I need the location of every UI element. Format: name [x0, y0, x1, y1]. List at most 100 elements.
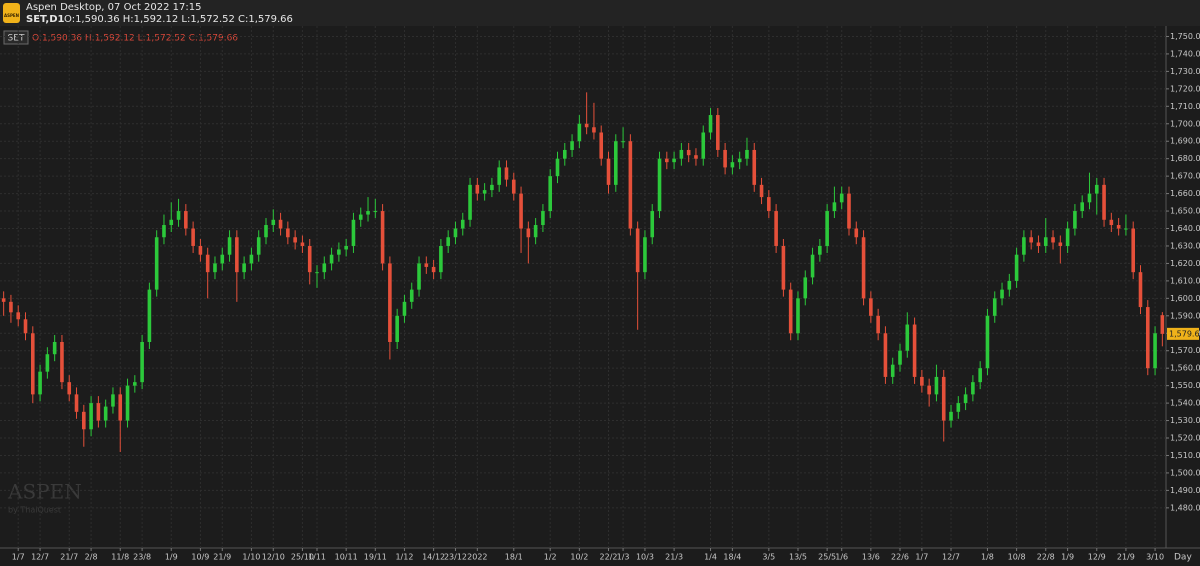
last-price-box — [1167, 327, 1199, 340]
x-tick-label: 1/9 — [165, 553, 178, 562]
candle-body — [300, 242, 305, 246]
x-tick-label: 23/8 — [133, 553, 151, 562]
candle-body — [657, 158, 662, 212]
candle-body — [242, 263, 246, 273]
candle-body — [621, 141, 625, 143]
x-tick-label: 1/10 — [242, 553, 260, 562]
y-tick-label: 1,670.00 — [1170, 172, 1200, 181]
candle-body — [949, 411, 953, 421]
candle-body — [256, 237, 261, 255]
candle-body — [329, 254, 334, 264]
y-tick-label: 1,600.00 — [1170, 294, 1200, 303]
candle-body — [788, 289, 793, 334]
x-tick-label: 1/11 — [308, 553, 326, 562]
candle-body — [1065, 228, 1070, 246]
candle-body — [227, 237, 232, 255]
candle-body — [708, 115, 713, 133]
candle-body — [1022, 237, 1026, 255]
candle-body — [825, 211, 829, 246]
candle-body — [358, 214, 363, 220]
candle-body — [497, 167, 501, 185]
y-tick-label: 1,750.00 — [1170, 32, 1200, 41]
header-ohlc: O:1,590.36 H:1,592.12 L:1,572.52 C:1,579… — [64, 14, 293, 25]
x-tick-label: 13/6 — [862, 553, 880, 562]
x-tick-label: 1/3 — [617, 553, 630, 562]
legend-box[interactable] — [3, 30, 29, 45]
candle-body — [1102, 184, 1106, 220]
candle-body — [388, 263, 392, 342]
candle-body — [890, 364, 895, 377]
candle-body — [409, 289, 414, 302]
app-logo[interactable] — [3, 3, 20, 23]
x-tick-label: 2022 — [467, 553, 487, 562]
candle-body — [606, 158, 611, 185]
x-tick-label: 25/5 — [818, 553, 836, 562]
y-tick-label: 1,610.00 — [1170, 276, 1200, 285]
x-tick-label: 1/7 — [915, 553, 928, 562]
watermark-sub: by ThaiQuest — [8, 506, 61, 515]
candle-body — [162, 225, 166, 238]
y-tick-label: 1,530.00 — [1170, 416, 1200, 425]
candle-body — [796, 298, 800, 334]
candle-body — [264, 225, 268, 238]
candle-body — [125, 385, 130, 421]
candle-body — [74, 394, 79, 412]
candle-body — [526, 228, 531, 238]
candle-body — [1116, 225, 1121, 229]
candle-body — [679, 149, 684, 159]
candle-body — [635, 228, 640, 273]
candle-body — [978, 368, 982, 383]
y-tick-label: 1,740.00 — [1170, 49, 1200, 58]
x-tick-label: 1/12 — [395, 553, 413, 562]
candle-body — [694, 155, 698, 159]
x-tick-label: 10/8 — [1008, 553, 1026, 562]
y-tick-label: 1,720.00 — [1170, 84, 1200, 93]
candle-body — [45, 354, 50, 372]
y-tick-label: 1,500.00 — [1170, 468, 1200, 477]
candle-body — [920, 376, 924, 386]
candle-body — [169, 219, 174, 226]
candle-body — [52, 341, 57, 355]
x-tick-label: 11/8 — [111, 553, 129, 562]
candle-body — [781, 245, 786, 290]
y-tick-label: 1,640.00 — [1170, 224, 1200, 233]
candle-body — [9, 301, 13, 313]
candle-body — [23, 319, 28, 334]
candle-body — [1043, 237, 1048, 246]
candle-body — [934, 376, 939, 395]
candle-body — [1014, 254, 1019, 281]
candle-body — [1051, 237, 1055, 243]
y-tick-label: 1,700.00 — [1170, 119, 1200, 128]
candle-body — [380, 211, 385, 264]
x-tick-label: 3/10 — [1146, 553, 1164, 562]
candle-body — [154, 237, 159, 290]
y-tick-label: 1,660.00 — [1170, 189, 1200, 198]
candle-body — [876, 315, 880, 334]
candle-body — [468, 184, 472, 220]
y-tick-label: 1,590.00 — [1170, 311, 1200, 320]
candle-body — [1087, 193, 1092, 203]
candle-body — [482, 190, 487, 194]
candle-body — [176, 211, 181, 220]
candle-body — [140, 341, 144, 383]
candle-body — [475, 184, 480, 194]
candle-body — [271, 219, 276, 226]
candle-body — [278, 219, 283, 229]
candle-body — [1145, 307, 1150, 369]
y-tick-label: 1,620.00 — [1170, 259, 1200, 268]
candle-body — [562, 149, 567, 159]
candle-body — [599, 132, 604, 159]
legend-symbol: SET — [8, 34, 25, 44]
candle-body — [213, 263, 217, 273]
x-tick-label: 21/7 — [60, 553, 78, 562]
candle-body — [1138, 272, 1143, 308]
candle-body — [417, 263, 421, 290]
candle-body — [992, 298, 997, 316]
candle-body — [956, 403, 961, 412]
x-tick-label: 21/9 — [1117, 553, 1135, 562]
x-axis-label: Day — [1174, 553, 1192, 563]
y-tick-label: 1,650.00 — [1170, 207, 1200, 216]
candle-body — [1124, 228, 1128, 230]
x-tick-label: 12/7 — [942, 553, 960, 562]
